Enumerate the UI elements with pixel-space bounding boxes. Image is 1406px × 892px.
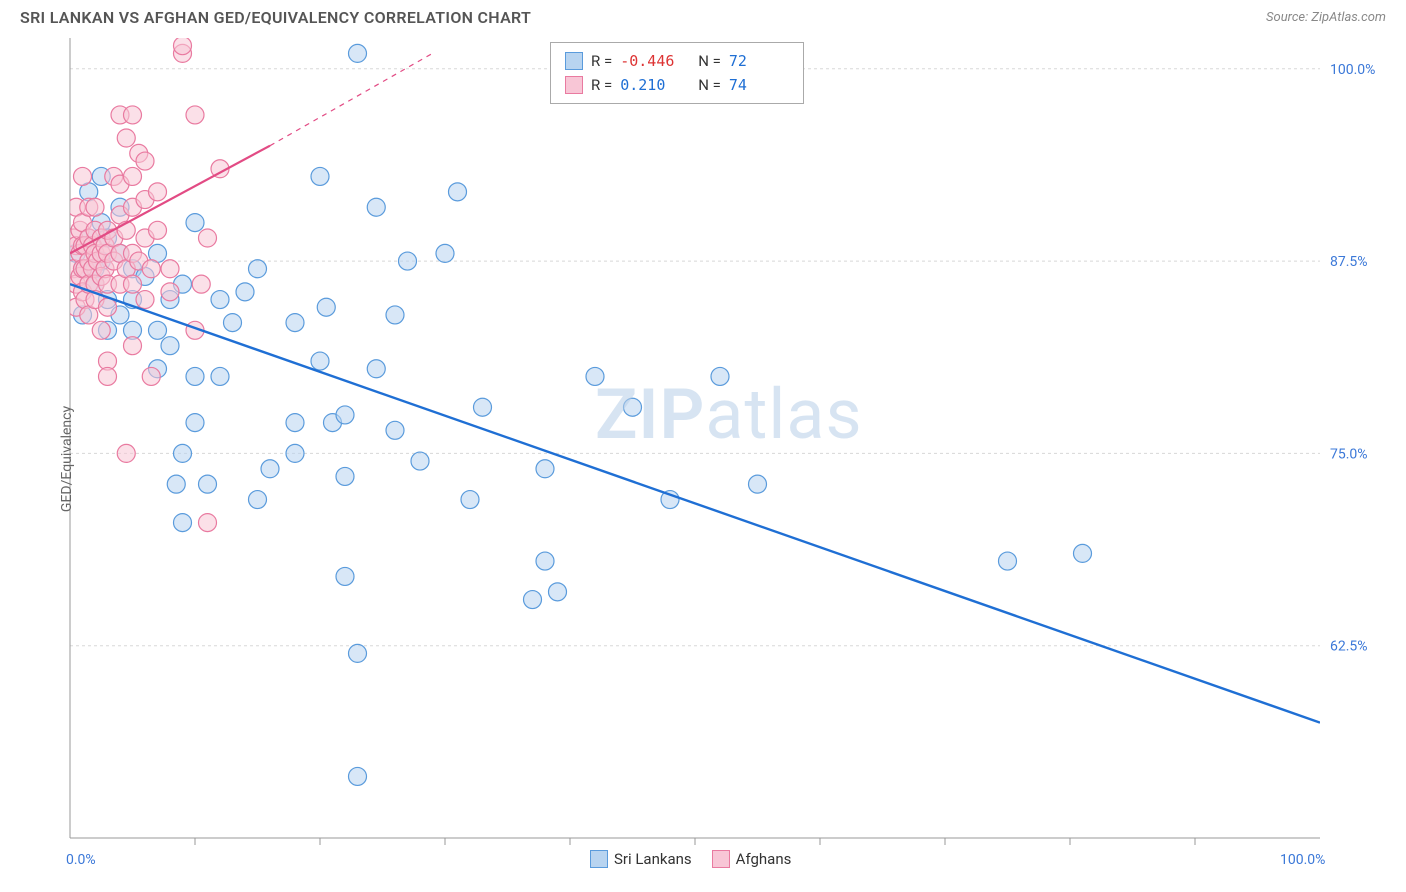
svg-text:87.5%: 87.5% bbox=[1330, 254, 1368, 270]
stats-legend-row: R = 0.210 N = 74 bbox=[565, 73, 789, 97]
x-axis-max-label: 100.0% bbox=[1280, 852, 1325, 868]
stats-legend-row: R = -0.446 N = 72 bbox=[565, 49, 789, 73]
source-label: Source: ZipAtlas.com bbox=[1266, 10, 1386, 25]
series-legend-item: Afghans bbox=[712, 850, 792, 868]
legend-swatch bbox=[565, 52, 583, 70]
n-value: 74 bbox=[729, 73, 789, 97]
n-label: N = bbox=[698, 49, 721, 73]
series-legend-label: Sri Lankans bbox=[614, 850, 692, 868]
stats-legend: R = -0.446 N = 72 R = 0.210 N = 74 bbox=[550, 42, 804, 104]
chart-container: GED/Equivalency 62.5%75.0%87.5%100.0% ZI… bbox=[20, 38, 1386, 880]
n-value: 72 bbox=[729, 49, 789, 73]
n-label: N = bbox=[698, 73, 721, 97]
svg-text:62.5%: 62.5% bbox=[1330, 639, 1368, 655]
r-label: R = bbox=[591, 73, 612, 97]
series-legend: Sri Lankans Afghans bbox=[590, 850, 791, 868]
series-legend-item: Sri Lankans bbox=[590, 850, 692, 868]
svg-text:75.0%: 75.0% bbox=[1330, 446, 1368, 462]
scatter-chart: 62.5% 75.0% 87.5% 100.0% bbox=[20, 38, 1390, 878]
r-value: -0.446 bbox=[620, 49, 680, 73]
r-value: 0.210 bbox=[620, 73, 680, 97]
chart-title: SRI LANKAN VS AFGHAN GED/EQUIVALENCY COR… bbox=[20, 8, 531, 27]
legend-swatch bbox=[590, 850, 608, 868]
series-legend-label: Afghans bbox=[736, 850, 792, 868]
y-axis-label: GED/Equivalency bbox=[59, 406, 75, 512]
svg-text:100.0%: 100.0% bbox=[1330, 62, 1375, 78]
x-axis-min-label: 0.0% bbox=[66, 852, 96, 868]
r-label: R = bbox=[591, 49, 612, 73]
legend-swatch bbox=[565, 76, 583, 94]
legend-swatch bbox=[712, 850, 730, 868]
